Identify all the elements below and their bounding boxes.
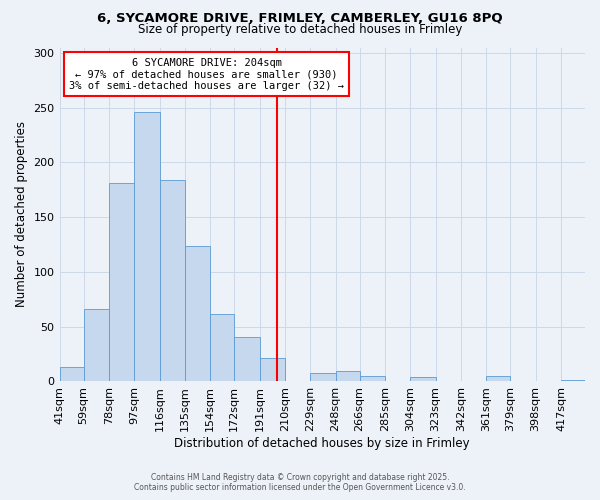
Bar: [310, 372, 335, 382]
Bar: [83, 309, 109, 382]
Bar: [260, 358, 285, 382]
Bar: [335, 370, 359, 382]
Bar: [410, 377, 436, 382]
Bar: [210, 314, 234, 382]
Y-axis label: Number of detached properties: Number of detached properties: [15, 122, 28, 308]
Text: Contains HM Land Registry data © Crown copyright and database right 2025.
Contai: Contains HM Land Registry data © Crown c…: [134, 473, 466, 492]
Bar: [359, 376, 385, 382]
Text: 6 SYCAMORE DRIVE: 204sqm
← 97% of detached houses are smaller (930)
3% of semi-d: 6 SYCAMORE DRIVE: 204sqm ← 97% of detach…: [69, 58, 344, 90]
Bar: [109, 184, 134, 382]
Text: Size of property relative to detached houses in Frimley: Size of property relative to detached ho…: [138, 22, 462, 36]
Bar: [59, 367, 83, 382]
Bar: [561, 380, 586, 382]
Bar: [234, 336, 260, 382]
Bar: [134, 112, 160, 382]
Bar: [160, 180, 185, 382]
Bar: [487, 376, 511, 382]
X-axis label: Distribution of detached houses by size in Frimley: Distribution of detached houses by size …: [175, 437, 470, 450]
Bar: [185, 246, 210, 382]
Text: 6, SYCAMORE DRIVE, FRIMLEY, CAMBERLEY, GU16 8PQ: 6, SYCAMORE DRIVE, FRIMLEY, CAMBERLEY, G…: [97, 12, 503, 26]
